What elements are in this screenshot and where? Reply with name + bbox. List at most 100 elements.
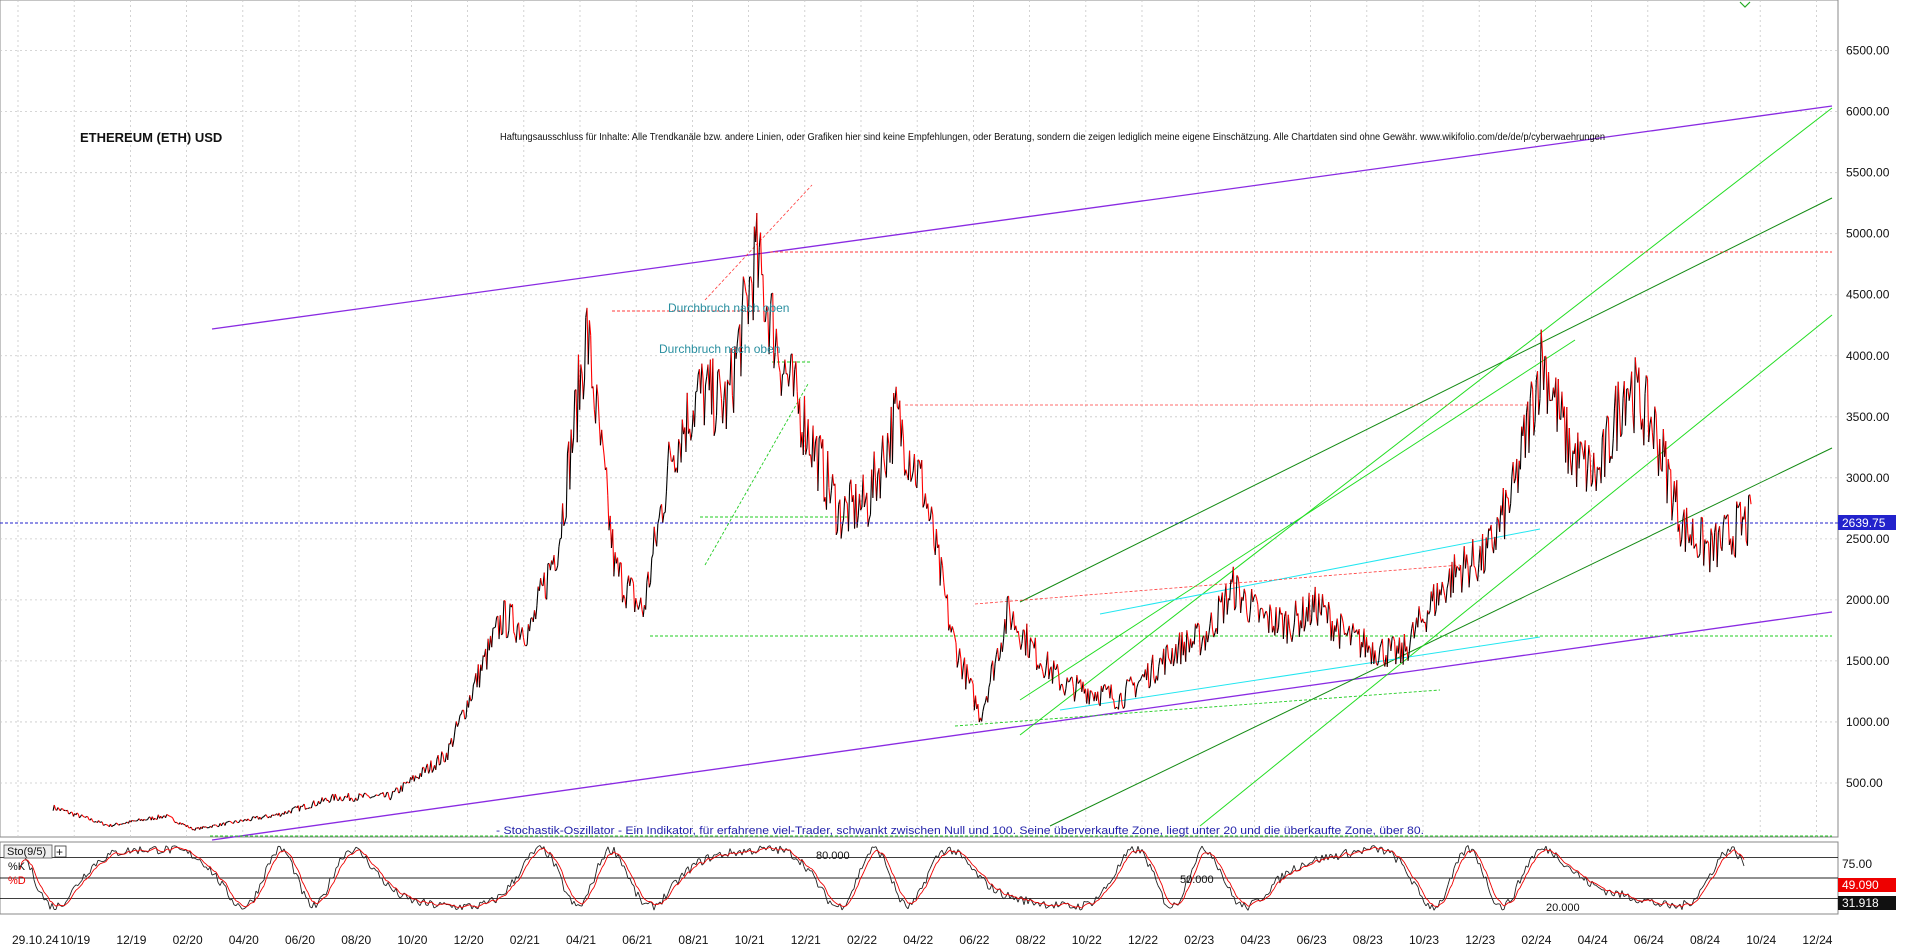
price-segment bbox=[313, 800, 316, 806]
stochastic-d-segment bbox=[589, 889, 593, 894]
stochastic-k-segment bbox=[429, 900, 433, 903]
stochastic-d-segment bbox=[339, 864, 343, 869]
price-segment bbox=[621, 594, 625, 603]
price-segment bbox=[1468, 565, 1471, 588]
stochastic-d-segment bbox=[629, 872, 633, 877]
price-segment bbox=[901, 419, 904, 439]
stochastic-d-segment bbox=[605, 855, 609, 861]
stochastic-d-segment bbox=[137, 849, 141, 852]
stochastic-k-segment bbox=[1741, 859, 1745, 867]
stochastic-k-segment bbox=[193, 857, 197, 860]
stochastic-k-segment bbox=[103, 859, 107, 862]
stochastic-k-segment bbox=[1619, 890, 1623, 898]
stochastic-k-segment bbox=[389, 886, 393, 891]
stochastic-k-segment bbox=[219, 880, 223, 886]
stochastic-k-segment bbox=[641, 903, 645, 905]
trend-line bbox=[1199, 314, 1833, 827]
stochastic-k-segment bbox=[1189, 869, 1193, 878]
stochastic-d-segment bbox=[891, 872, 895, 877]
stochastic-d-segment bbox=[1137, 849, 1141, 852]
stochastic-d-segment bbox=[89, 872, 93, 877]
stochastic-d-segment bbox=[1485, 871, 1489, 877]
price-segment bbox=[1269, 604, 1272, 612]
stochastic-d-segment bbox=[651, 901, 655, 906]
stochastic-d-segment bbox=[827, 894, 831, 898]
price-segment bbox=[736, 330, 740, 344]
price-segment bbox=[563, 521, 566, 526]
stochastic-k-segment bbox=[1377, 847, 1381, 853]
stochastic-k-segment bbox=[943, 851, 947, 856]
stochastic-d-segment bbox=[351, 852, 355, 855]
stochastic-d-segment bbox=[1345, 852, 1349, 855]
stochastic-k-segment bbox=[1293, 865, 1297, 872]
d-legend: %D bbox=[8, 875, 26, 887]
stochastic-d-segment bbox=[619, 855, 623, 860]
stochastic-d-segment bbox=[487, 901, 491, 904]
stochastic-d-segment bbox=[1177, 902, 1181, 905]
price-segment bbox=[740, 309, 743, 377]
stochastic-d-segment bbox=[963, 854, 967, 858]
stochastic-d-segment bbox=[557, 863, 561, 868]
add-indicator-button[interactable] bbox=[54, 845, 67, 858]
price-segment bbox=[1090, 690, 1092, 692]
stochastic-d-segment bbox=[1391, 850, 1395, 853]
price-tick-label: 3000.00 bbox=[1846, 471, 1890, 485]
stochastic-d-segment bbox=[987, 881, 991, 885]
price-segment bbox=[513, 631, 516, 636]
price-segment bbox=[366, 793, 368, 796]
stochastic-k-segment bbox=[159, 852, 163, 854]
stochastic-d-segment bbox=[1453, 873, 1457, 880]
price-segment bbox=[579, 364, 582, 410]
price-segment bbox=[1519, 426, 1523, 470]
price-segment bbox=[733, 346, 736, 413]
scroll-arrow-icon[interactable]: – bbox=[1825, 936, 1832, 948]
stochastic-d-segment bbox=[1355, 851, 1359, 854]
price-segment bbox=[773, 352, 776, 369]
stochastic-k-segment bbox=[759, 845, 763, 849]
price-segment bbox=[1679, 539, 1683, 547]
time-tick-label: 10/19 bbox=[60, 933, 90, 947]
price-segment bbox=[961, 665, 964, 680]
stochastic-d-segment bbox=[573, 897, 577, 901]
stochastic-d-segment bbox=[1403, 861, 1407, 866]
price-segment bbox=[1254, 594, 1258, 599]
price-segment bbox=[584, 317, 587, 379]
stochastic-d-segment bbox=[521, 870, 525, 876]
price-segment bbox=[745, 291, 748, 297]
stochastic-k-segment bbox=[509, 879, 513, 887]
price-segment bbox=[117, 823, 120, 826]
stochastic-k-segment bbox=[259, 881, 263, 885]
stochastic-d-segment bbox=[1053, 904, 1057, 907]
stochastic-d-segment bbox=[681, 877, 685, 880]
price-segment bbox=[592, 386, 595, 410]
price-segment bbox=[1727, 514, 1730, 545]
stochastic-d-segment bbox=[1419, 886, 1423, 891]
price-segment bbox=[247, 818, 250, 821]
stochastic-k-segment bbox=[833, 904, 837, 907]
price-segment bbox=[515, 625, 518, 643]
stochastic-k-segment bbox=[1401, 863, 1405, 867]
price-segment bbox=[536, 586, 539, 606]
stochastic-d-segment bbox=[685, 871, 689, 876]
price-segment bbox=[1378, 647, 1381, 661]
indicator-label-box[interactable] bbox=[3, 844, 53, 859]
price-segment bbox=[1684, 507, 1688, 552]
stochastic-d-segment bbox=[481, 902, 485, 906]
stochastic-k-segment bbox=[631, 883, 635, 887]
stochastic-k-segment bbox=[1283, 870, 1287, 880]
stochastic-d-segment bbox=[725, 854, 729, 856]
stochastic-k-segment bbox=[405, 894, 409, 900]
stochastic-k-segment bbox=[247, 899, 251, 905]
price-segment bbox=[832, 474, 835, 486]
stochastic-k-segment bbox=[399, 895, 403, 899]
price-segment bbox=[87, 816, 90, 820]
stochastic-d-segment bbox=[1339, 855, 1343, 858]
stochastic-d-segment bbox=[1133, 851, 1137, 853]
price-segment bbox=[1232, 566, 1236, 611]
stochastic-d-segment bbox=[835, 902, 839, 905]
stochastic-d-segment bbox=[1197, 859, 1201, 865]
price-segment bbox=[243, 818, 246, 821]
stochastic-d-segment bbox=[83, 878, 87, 882]
stochastic-k-segment bbox=[1739, 854, 1743, 861]
stochastic-k-segment bbox=[1403, 866, 1407, 872]
